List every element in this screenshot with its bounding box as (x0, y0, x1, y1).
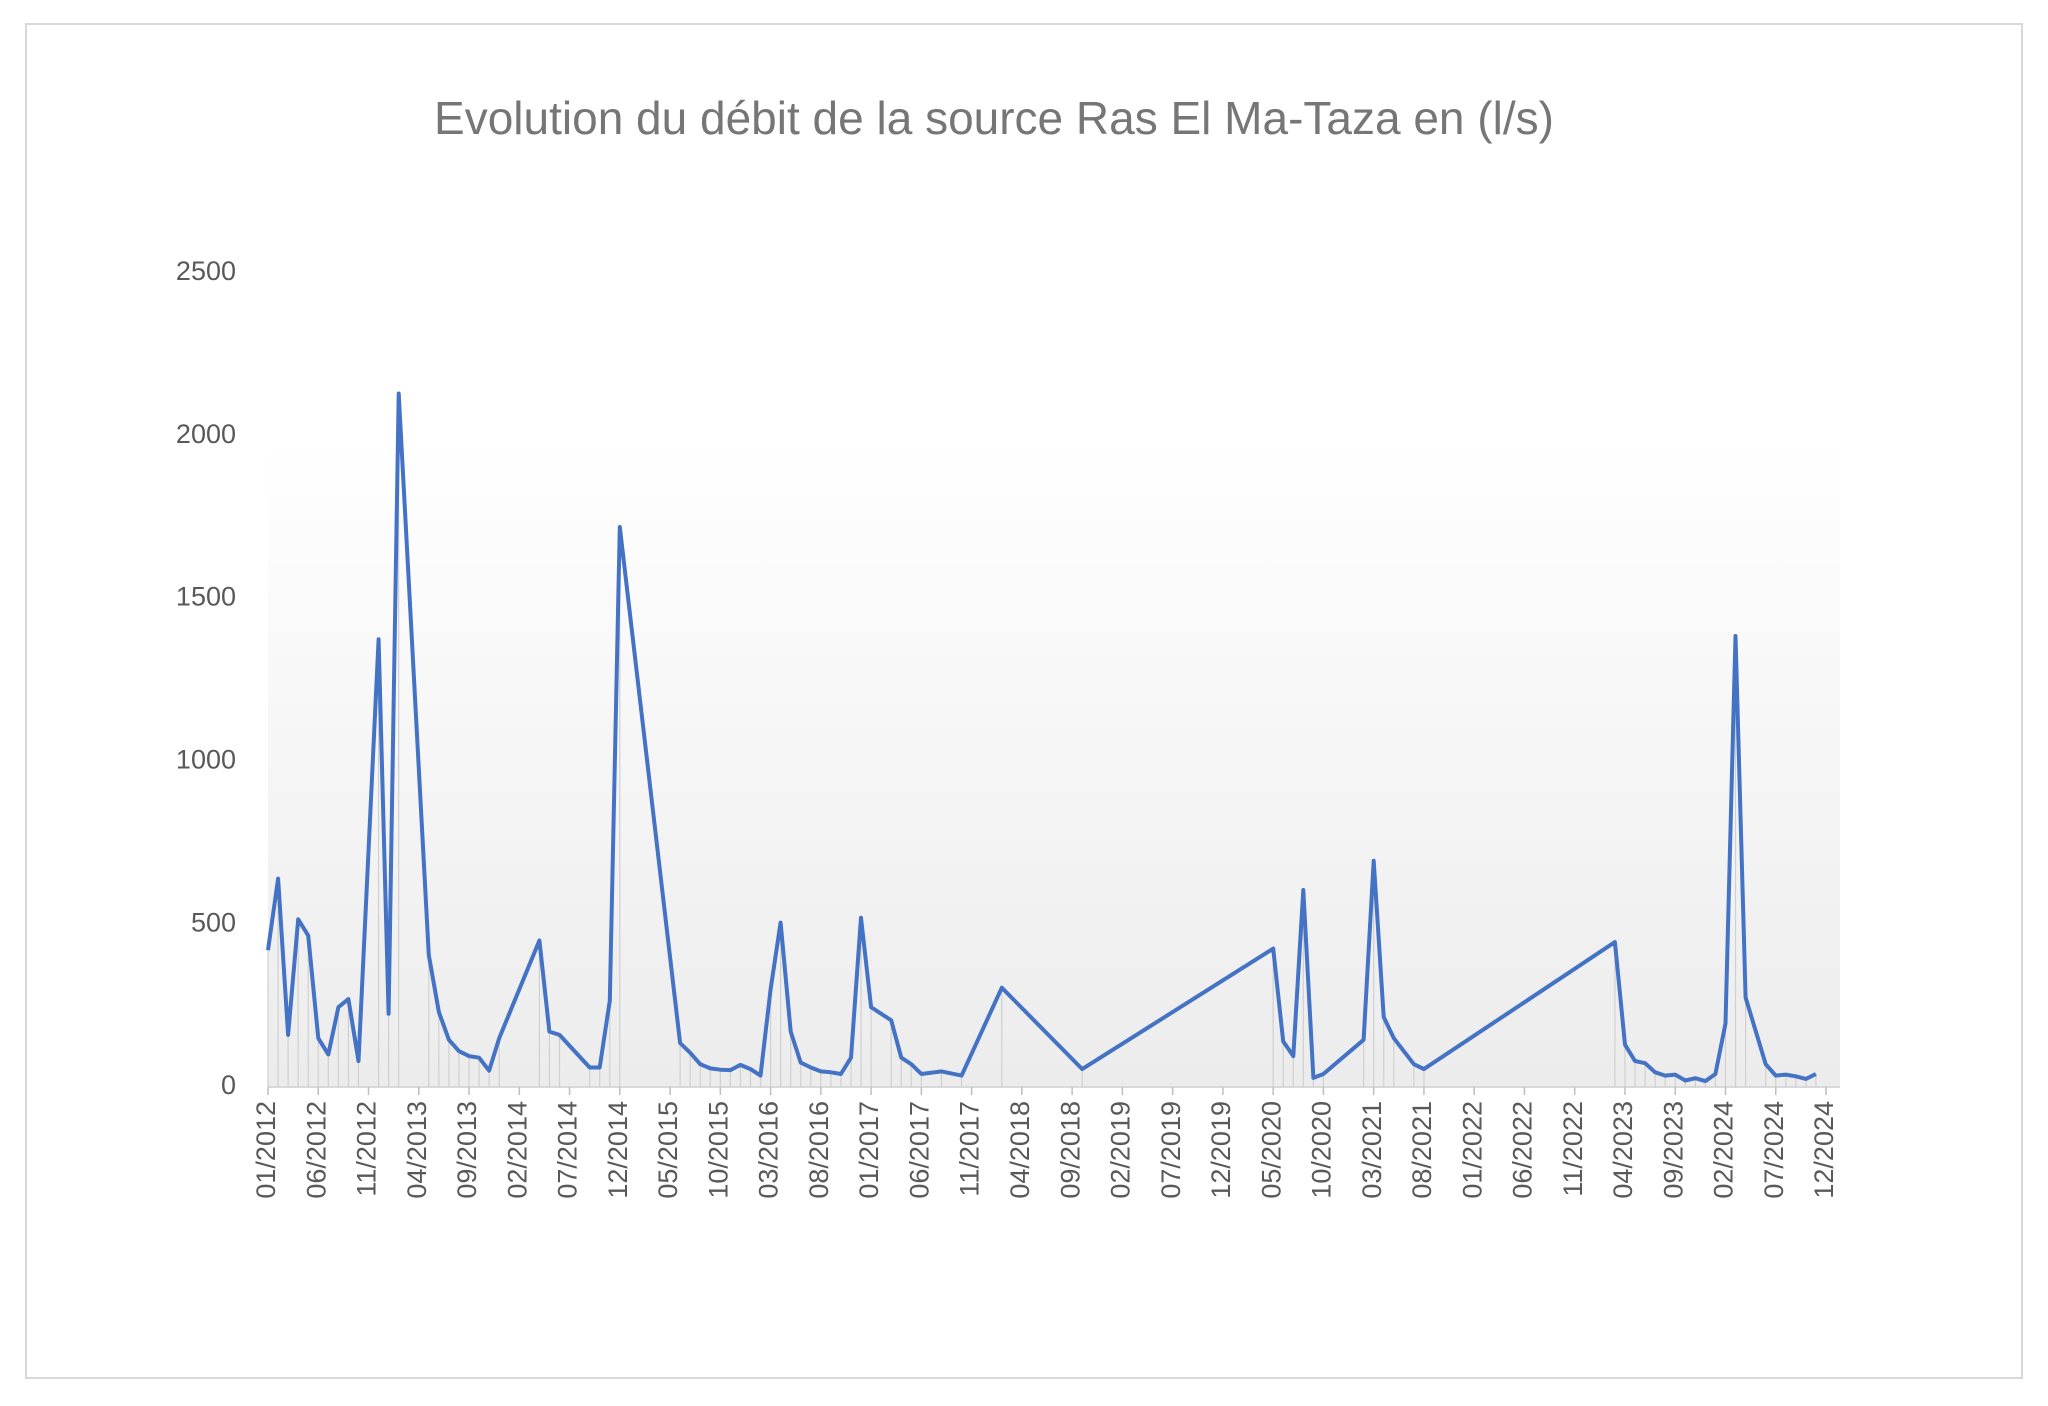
x-tick-label: 06/2017 (904, 1101, 934, 1199)
plot-background (268, 440, 1840, 1087)
y-tick-label: 2500 (176, 256, 236, 286)
x-tick-label: 10/2015 (703, 1101, 733, 1199)
x-tick-label: 02/2024 (1709, 1101, 1739, 1199)
x-tick-label: 09/2013 (452, 1101, 482, 1199)
y-tick-label: 1500 (176, 582, 236, 612)
y-tick-label: 1000 (176, 745, 236, 775)
x-tick-label: 10/2020 (1307, 1101, 1337, 1199)
data-line (266, 391, 1817, 1084)
x-tick-label: 05/2020 (1256, 1101, 1286, 1199)
x-tick-label: 07/2019 (1156, 1101, 1186, 1199)
y-tick-label: 0 (221, 1070, 236, 1100)
x-tick-label: 11/2012 (352, 1101, 382, 1197)
x-tick-label: 04/2018 (1005, 1101, 1035, 1199)
x-tick-label: 05/2015 (653, 1101, 683, 1199)
x-tick-label: 08/2021 (1407, 1101, 1437, 1199)
y-tick-label: 500 (191, 907, 236, 937)
x-tick-label: 09/2023 (1658, 1101, 1688, 1199)
chart-title: Evolution du débit de la source Ras El M… (434, 92, 1554, 144)
x-tick-label: 06/2022 (1508, 1101, 1538, 1199)
x-tick-label: 01/2017 (854, 1101, 884, 1199)
x-tick-label: 03/2016 (754, 1101, 784, 1199)
x-tick-label: 04/2023 (1608, 1101, 1638, 1199)
x-tick-label: 12/2024 (1809, 1101, 1839, 1199)
x-tick-label: 12/2019 (1206, 1101, 1236, 1199)
x-tick-label: 12/2014 (603, 1101, 633, 1199)
x-tick-label: 06/2012 (301, 1101, 331, 1199)
x-tick-label: 11/2017 (955, 1101, 985, 1197)
x-tick-label: 04/2013 (402, 1101, 432, 1199)
x-tick-label: 01/2022 (1457, 1101, 1487, 1199)
x-tick-label: 07/2024 (1759, 1101, 1789, 1199)
x-tick-label: 09/2018 (1055, 1101, 1085, 1199)
x-tick-label: 02/2019 (1106, 1101, 1136, 1199)
x-tick-label: 02/2014 (502, 1101, 532, 1199)
x-tick-label: 01/2012 (251, 1101, 281, 1199)
x-tick-label: 08/2016 (804, 1101, 834, 1199)
x-tick-label: 11/2022 (1558, 1101, 1588, 1197)
y-tick-label: 2000 (176, 419, 236, 449)
x-tick-label: 07/2014 (553, 1101, 583, 1199)
x-tick-label: 03/2021 (1357, 1101, 1387, 1199)
